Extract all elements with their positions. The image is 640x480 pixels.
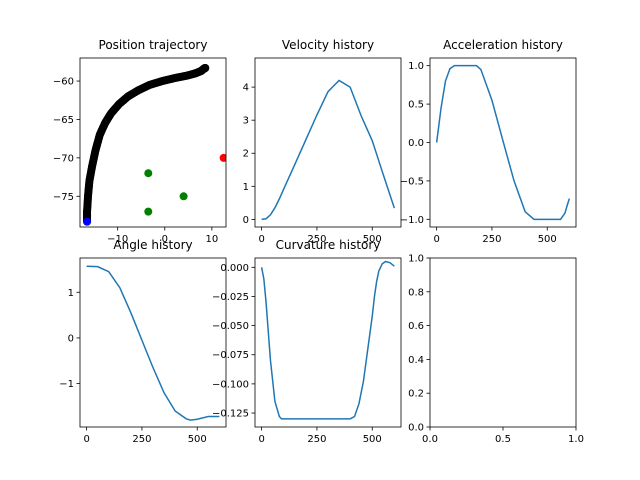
x-tick-label: 0 [258,234,264,245]
axes-frame [254,257,402,428]
plot-area [83,63,226,226]
axes-frame [79,57,227,228]
x-tick-label: 500 [188,434,207,445]
subplot-title: Curvature history [276,238,381,252]
y-tick-label: 0.2 [408,389,424,400]
y-tick-label: 0.000 [220,263,249,274]
y-tick-label: 3 [243,116,249,127]
series-line [260,260,395,420]
series-line [435,64,571,221]
x-tick-label: 500 [363,234,382,245]
y-tick-label: −60 [53,77,74,88]
scatter-point [144,207,153,216]
y-tick-label: −1.0 [400,215,424,226]
y-tick-label: −65 [53,115,74,126]
y-tick-label: 0.4 [408,355,424,366]
y-tick-label: 0.0 [408,423,424,434]
x-tick-label: 500 [363,434,382,445]
y-tick-label: 0.0 [408,138,424,149]
y-tick-label: −0.025 [212,292,249,303]
x-tick-label: 250 [482,234,501,245]
scatter-point [144,169,153,178]
x-tick-label: −10 [107,234,128,245]
x-tick-label: 250 [307,234,326,245]
subplot-6: 0.0 0.5 1.0 0.0 0.2 0.4 0.6 0.8 1.0 [408,254,584,446]
y-tick-label: 0 [243,215,249,226]
scatter-point [219,153,226,162]
y-tick-label: 1.0 [408,254,424,265]
y-tick-label: 1 [243,182,249,193]
subplot-4: 0 250 500 −1 0 1 Angle history [59,238,227,445]
x-tick-label: 0 [258,434,264,445]
plot-area [435,64,571,221]
y-tick-label: 1 [68,288,74,299]
subplot-3: 0 250 500 −1.0 −0.5 0.0 0.5 1.0 Acceleration his… [400,38,577,245]
subplot-title: Velocity history [282,38,374,52]
x-tick-label: 0 [83,434,89,445]
y-tick-label: −0.5 [400,176,424,187]
subplot-title: Acceleration history [443,38,563,52]
subplot-title: Position trajectory [99,38,208,52]
scatter-point [179,192,188,201]
series-line [86,265,220,421]
plot-area [260,260,395,420]
y-tick-label: −0.050 [212,321,249,332]
y-tick-label: −70 [53,153,74,164]
y-tick-label: 1.0 [408,61,424,72]
subplot-2: 0 250 500 0 1 2 3 4 Velocity history [243,38,402,245]
scatter-point [83,217,92,226]
x-tick-label: 0 [433,234,439,245]
axes-frame [254,57,402,228]
x-tick-label: 0.5 [495,434,511,445]
x-tick-label: 1.0 [568,434,584,445]
x-tick-label: 250 [307,434,326,445]
y-tick-label: −1 [59,379,74,390]
x-tick-label: 500 [538,234,557,245]
x-tick-label: 10 [206,234,219,245]
y-tick-label: 4 [243,83,249,94]
y-tick-label: −0.100 [212,379,249,390]
y-tick-label: 2 [243,149,249,160]
y-tick-label: −75 [53,192,74,203]
y-tick-label: 0.8 [408,287,424,298]
subplot-5: 0 250 500 −0.125 −0.100 −0.075 −0.050 −0.025 0.0… [212,238,402,445]
subplot-title: Angle history [113,238,192,252]
series-line [261,79,396,221]
y-tick-label: 0.6 [408,321,424,332]
x-tick-label: 0.0 [422,434,438,445]
plot-area [86,265,220,421]
plot-area [261,79,396,221]
x-tick-label: 250 [132,434,151,445]
subplot-1: −10 0 10 −75 −70 −65 −60 Position trajectory [53,38,227,245]
axes-frame [79,257,227,428]
y-tick-label: −0.075 [212,350,249,361]
y-tick-label: 0 [68,333,74,344]
y-tick-label: 0.5 [408,100,424,111]
x-tick-label: 0 [162,234,168,245]
trajectory-point [201,63,210,72]
y-tick-label: −0.125 [212,409,249,420]
